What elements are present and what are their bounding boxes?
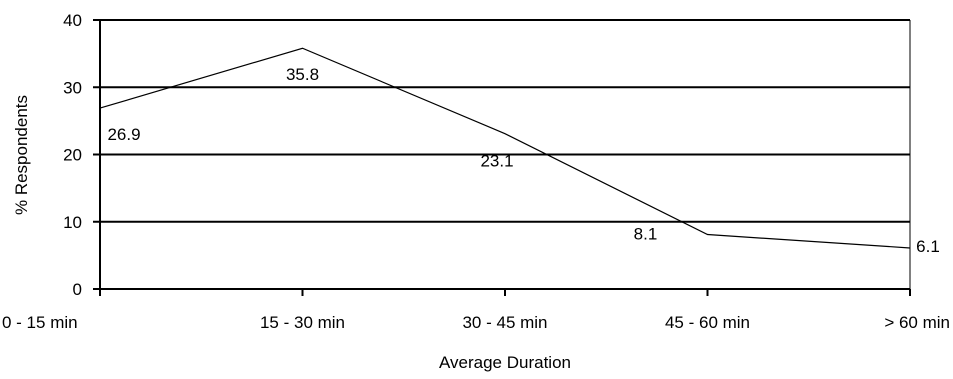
y-tick-label: 40 [63,11,82,30]
x-tick-label: > 60 min [884,313,950,332]
y-tick-label: 10 [63,213,82,232]
y-tick-label: 20 [63,146,82,165]
y-ticks: 0 10 20 30 40 [63,11,100,299]
x-tick-label: 30 - 45 min [462,313,547,332]
data-label: 26.9 [107,125,140,144]
x-tick-label: 15 - 30 min [260,313,345,332]
data-label: 35.8 [286,65,319,84]
data-labels: 26.9 35.8 23.1 8.1 6.1 [107,65,939,256]
series-line [99,47,911,249]
x-ticks: 0 - 15 min 15 - 30 min 30 - 45 min 45 - 60 … [2,289,950,332]
gridlines [100,19,910,223]
y-tick-label: 30 [63,78,82,97]
x-tick-label: 45 - 60 min [665,313,750,332]
y-axis-title: % Respondents [12,95,31,215]
data-label: 6.1 [916,237,940,256]
x-axis-title: Average Duration [439,353,571,372]
y-tick-label: 0 [73,280,82,299]
x-tick-label: 0 - 15 min [2,313,78,332]
data-label: 8.1 [634,225,658,244]
data-label: 23.1 [480,152,513,171]
